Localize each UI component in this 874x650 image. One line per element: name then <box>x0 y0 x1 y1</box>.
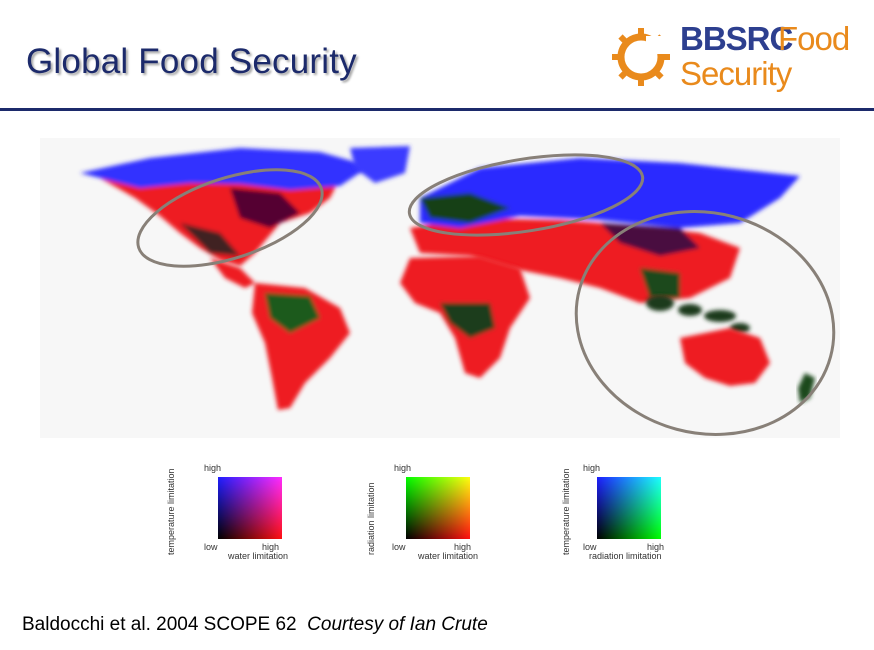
citation-text: Baldocchi et al. 2004 SCOPE 62 <box>22 614 297 635</box>
australia-landmass <box>680 328 770 386</box>
logo-food-text: Food <box>778 20 850 57</box>
legend-y-high: high <box>204 463 222 473</box>
legend-radiation-water: radiation limitation high low high water… <box>366 455 540 561</box>
legend-x-label: water limitation <box>418 551 479 561</box>
legend-y-label: temperature limitation <box>166 468 176 555</box>
citation-credit: Baldocchi et al. 2004 SCOPE 62 Courtesy … <box>22 614 488 636</box>
legend-low: low <box>583 542 597 552</box>
page-title: Global Food Security <box>26 42 357 81</box>
legend-x-label: water limitation <box>228 551 289 561</box>
europe-asia-highlight <box>407 153 645 237</box>
legend-x-high: high <box>647 542 665 552</box>
north-america-highlight <box>136 168 324 268</box>
legend-low: low <box>204 542 218 552</box>
courtesy-text: Courtesy of Ian Crute <box>307 614 488 635</box>
legend-y-high: high <box>583 463 601 473</box>
legend-x-high: high <box>262 542 280 552</box>
legend-x-label: radiation limitation <box>589 551 662 561</box>
asia-pacific-highlight <box>574 210 836 436</box>
south-america-landmass <box>210 258 350 410</box>
greenland-landmass <box>350 146 410 183</box>
legend-y-high: high <box>394 463 412 473</box>
logo-security-text: Security <box>680 55 792 92</box>
header-divider <box>0 108 874 111</box>
legend-temperature-water: temperature limitation high low high wat… <box>166 455 340 561</box>
southeast-asia-islands <box>646 295 750 333</box>
north-america-landmass <box>80 148 370 266</box>
legend-color-square <box>218 477 282 539</box>
africa-landmass <box>400 256 530 378</box>
legend-temperature-radiation: temperature limitation high low high rad… <box>561 455 735 561</box>
logo-bbsrc-text: BBSRC <box>680 20 793 57</box>
bbsrc-logo: BBSRC Food Security <box>610 18 870 98</box>
world-map <box>40 138 840 438</box>
legend-color-square <box>406 477 470 539</box>
legend-color-square <box>597 477 661 539</box>
gear-sun-icon <box>612 28 672 86</box>
legend-low: low <box>392 542 406 552</box>
legend-y-label: radiation limitation <box>366 482 376 555</box>
legend-x-high: high <box>454 542 472 552</box>
legend-y-label: temperature limitation <box>561 468 571 555</box>
new-zealand-landmass <box>798 373 815 403</box>
